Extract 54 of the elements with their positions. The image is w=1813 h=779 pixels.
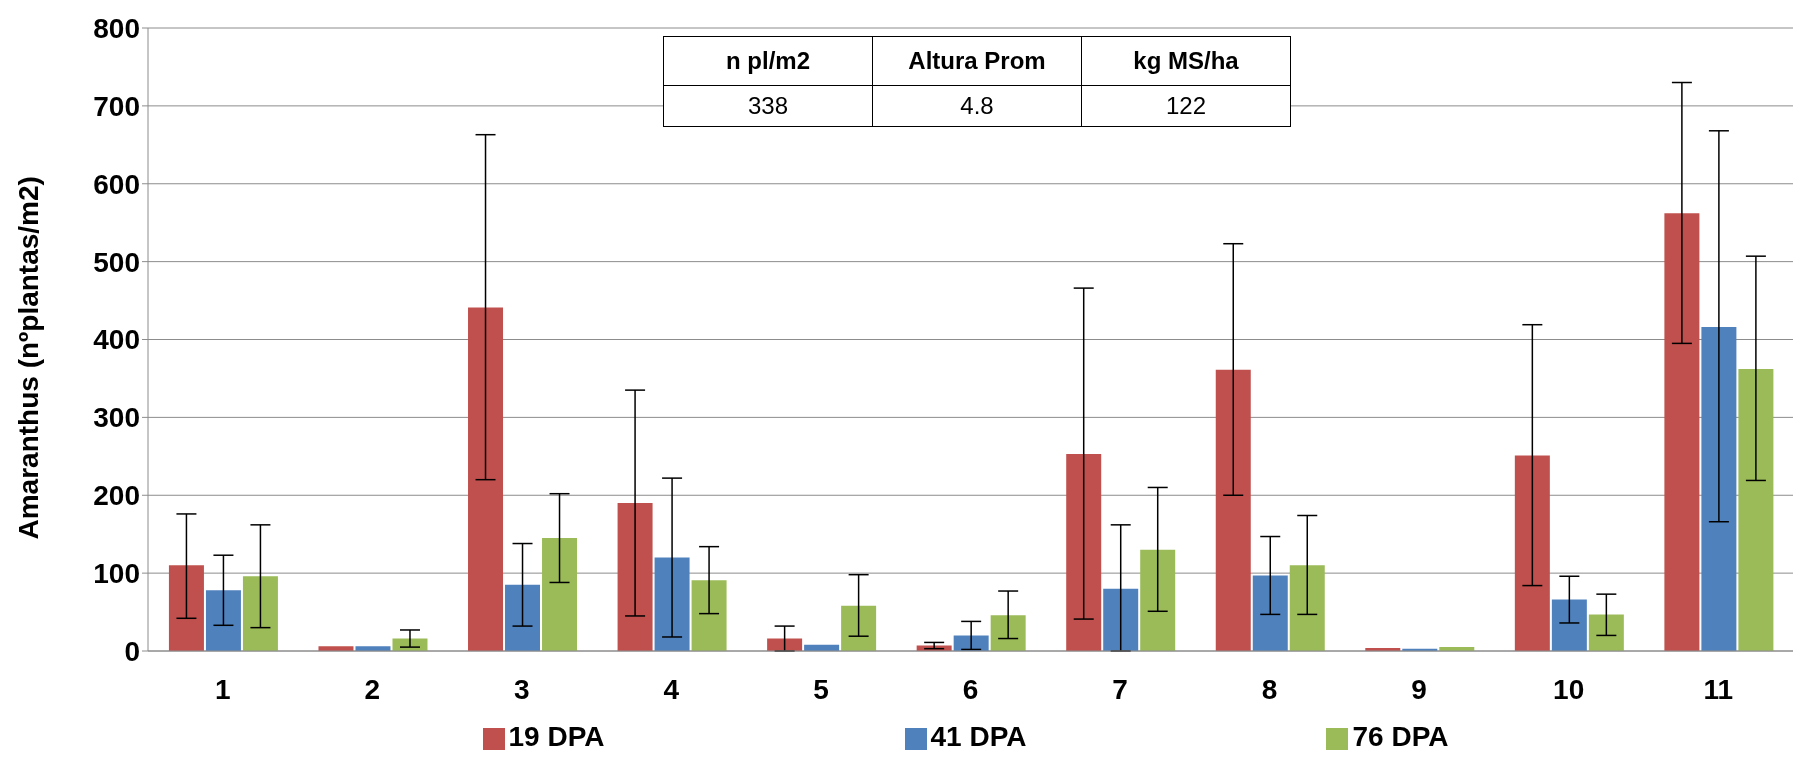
y-tick-label: 0 xyxy=(124,635,140,667)
legend-label: 41 DPA xyxy=(930,721,1027,752)
x-tick-label: 10 xyxy=(1553,673,1585,705)
bar xyxy=(1066,453,1102,651)
x-tick-label: 8 xyxy=(1261,673,1278,705)
bar xyxy=(1701,327,1737,651)
bar xyxy=(468,307,504,651)
bar xyxy=(205,590,241,651)
bar xyxy=(505,584,541,651)
annotation: 338 xyxy=(663,85,873,127)
bar xyxy=(1215,369,1251,651)
x-tick-label: 7 xyxy=(1112,673,1128,705)
bar xyxy=(1252,575,1288,651)
y-tick-label: 600 xyxy=(93,168,140,200)
bar xyxy=(617,503,653,651)
y-tick-label: 300 xyxy=(93,402,140,434)
y-tick-label: 700 xyxy=(93,90,140,122)
y-tick-label: 800 xyxy=(93,12,140,44)
bar xyxy=(1140,549,1176,651)
bar xyxy=(1103,588,1139,651)
x-tick-label: 4 xyxy=(663,673,680,705)
annotation: 122 xyxy=(1081,85,1291,127)
y-tick-label: 500 xyxy=(93,246,140,278)
bar xyxy=(1289,565,1325,651)
x-tick-label: 6 xyxy=(962,673,979,705)
bar xyxy=(168,565,204,651)
bar xyxy=(841,605,877,651)
y-tick-label: 400 xyxy=(93,324,140,356)
y-axis-title: Amaranthus (nºplantas/m2) xyxy=(12,176,44,540)
bar xyxy=(1664,213,1700,651)
annotation: kg MS/ha xyxy=(1081,36,1291,86)
y-tick-label: 200 xyxy=(93,480,140,512)
x-tick-label: 2 xyxy=(364,673,381,705)
y-tick-label: 100 xyxy=(93,558,140,590)
x-tick-label: 11 xyxy=(1703,673,1734,705)
bar xyxy=(1551,599,1587,651)
bar xyxy=(654,557,690,651)
bar xyxy=(542,538,578,651)
x-tick-label: 1 xyxy=(214,673,231,705)
legend-label: 19 DPA xyxy=(508,721,605,752)
legend-label: 76 DPA xyxy=(1352,721,1449,752)
bar xyxy=(691,580,727,651)
bar xyxy=(1588,614,1624,651)
x-tick-label: 9 xyxy=(1411,673,1427,705)
x-tick-label: 3 xyxy=(514,673,530,705)
bar xyxy=(990,615,1026,651)
annotation: 4.8 xyxy=(872,85,1082,127)
bar xyxy=(242,576,278,651)
x-tick-label: 5 xyxy=(813,673,829,705)
bar xyxy=(953,635,989,651)
annotation: Altura Prom xyxy=(872,36,1082,86)
bar xyxy=(1514,455,1550,651)
annotation: n pl/m2 xyxy=(663,36,873,86)
bar xyxy=(1738,369,1774,651)
